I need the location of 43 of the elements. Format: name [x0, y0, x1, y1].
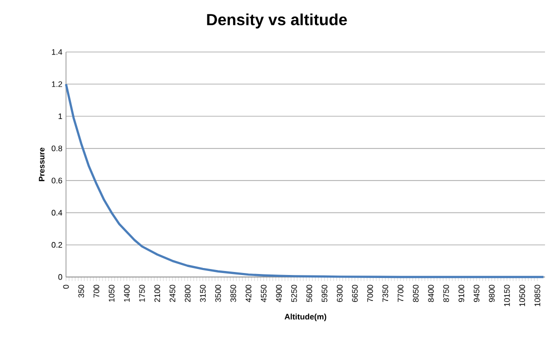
y-tick-label: 1.2	[52, 81, 62, 87]
x-tick-label: 2450	[170, 284, 176, 302]
x-tick-label: 5950	[322, 284, 328, 302]
x-tick-label: 9800	[488, 284, 495, 302]
x-tick-label: 700	[94, 284, 100, 298]
y-tick-label: 1.4	[52, 49, 62, 55]
x-tick-label: 7000	[367, 284, 373, 302]
x-tick-label: 1050	[108, 284, 114, 302]
x-tick-label: 1400	[124, 284, 130, 302]
x-tick-label: 3150	[200, 284, 206, 302]
x-tick-label: 1750	[139, 284, 145, 302]
x-tick-label: 10150	[504, 284, 510, 306]
x-tick-label: 4550	[260, 284, 267, 302]
x-tick-label: 9100	[458, 284, 464, 302]
y-tick-label: 0.4	[52, 210, 62, 216]
x-tick-label: 4900	[276, 284, 282, 302]
x-tick-label: 0	[63, 284, 69, 289]
x-tick-label: 2100	[154, 284, 160, 302]
y-tick-label: 1	[58, 114, 62, 120]
x-axis-title: Altitude(m)	[284, 314, 326, 322]
x-tick-label: 8750	[443, 284, 449, 302]
x-tick-label: 10500	[519, 284, 526, 306]
x-tick-label: 6650	[352, 284, 358, 302]
x-tick-label: 5600	[306, 284, 312, 302]
chart-title: Density vs altitude	[207, 14, 347, 28]
x-tick-label: 2800	[184, 284, 190, 302]
x-tick-label: 4200	[246, 284, 252, 302]
x-tick-label: 8050	[412, 284, 419, 302]
y-tick-label: 0	[58, 274, 62, 280]
x-tick-label: 8400	[428, 284, 434, 302]
x-tick-label: 350	[78, 284, 84, 298]
x-tick-label: 9450	[474, 284, 480, 302]
x-tick-label: 3850	[230, 284, 236, 302]
x-tick-label: 10850	[534, 284, 540, 306]
x-tick-label: 3500	[215, 284, 221, 302]
x-tick-label: 7700	[398, 284, 404, 302]
x-tick-label: 5250	[291, 284, 297, 302]
y-tick-label: 0.8	[52, 146, 62, 152]
x-tick-label: 6300	[336, 284, 343, 302]
y-tick-label: 0.2	[52, 242, 62, 248]
y-tick-label: 0.6	[52, 178, 62, 184]
y-axis-title: Pressure	[38, 148, 44, 182]
x-tick-label: 7350	[382, 284, 388, 302]
